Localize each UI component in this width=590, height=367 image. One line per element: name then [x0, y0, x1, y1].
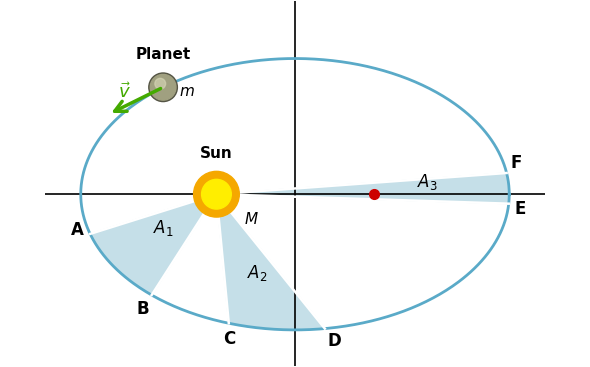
Text: B: B	[137, 300, 149, 318]
Circle shape	[150, 75, 176, 100]
Text: Planet: Planet	[136, 47, 191, 62]
Text: C: C	[222, 330, 235, 348]
Text: D: D	[328, 333, 342, 350]
Text: m: m	[179, 84, 194, 99]
Text: $A_1$: $A_1$	[153, 218, 173, 238]
Text: $\vec{v}$: $\vec{v}$	[118, 82, 131, 102]
Text: E: E	[514, 200, 526, 218]
Text: M: M	[245, 212, 258, 227]
Text: $A_3$: $A_3$	[417, 172, 438, 192]
Text: Sun: Sun	[200, 146, 233, 161]
Circle shape	[202, 179, 231, 209]
Text: $A_2$: $A_2$	[247, 263, 267, 283]
Circle shape	[155, 78, 166, 89]
Polygon shape	[217, 194, 325, 330]
Text: A: A	[71, 221, 84, 239]
Polygon shape	[90, 194, 217, 295]
Circle shape	[194, 171, 240, 217]
Text: F: F	[511, 154, 522, 172]
Circle shape	[149, 73, 178, 102]
Polygon shape	[217, 173, 509, 204]
